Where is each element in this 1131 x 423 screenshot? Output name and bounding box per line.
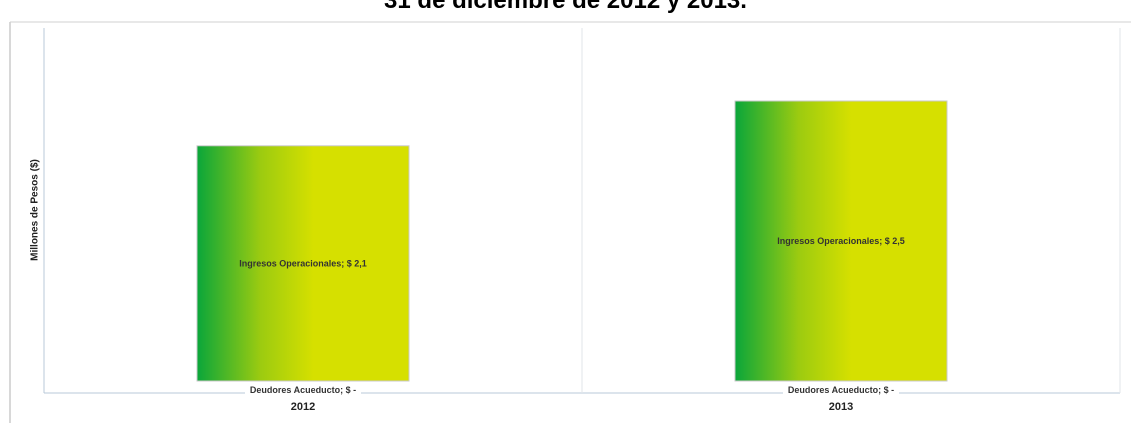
bar-2012 xyxy=(196,145,410,382)
bar-2013 xyxy=(734,100,948,382)
data-label-deudores-2013: Deudores Acueducto; $ - xyxy=(788,385,894,395)
data-label-ingresos-2012: Ingresos Operacionales; $ 2,1 xyxy=(239,258,367,268)
x-tick-label-2012: 2012 xyxy=(291,401,315,413)
chart-title: 31 de diciembre de 2012 y 2013. xyxy=(384,0,747,14)
data-label-deudores-2012: Deudores Acueducto; $ - xyxy=(250,385,356,395)
x-tick-label-2013: 2013 xyxy=(829,401,853,413)
data-label-bg-2012 xyxy=(245,384,361,396)
data-label-ingresos-2013: Ingresos Operacionales; $ 2,5 xyxy=(777,236,905,246)
data-label-bg-2013 xyxy=(783,384,899,396)
